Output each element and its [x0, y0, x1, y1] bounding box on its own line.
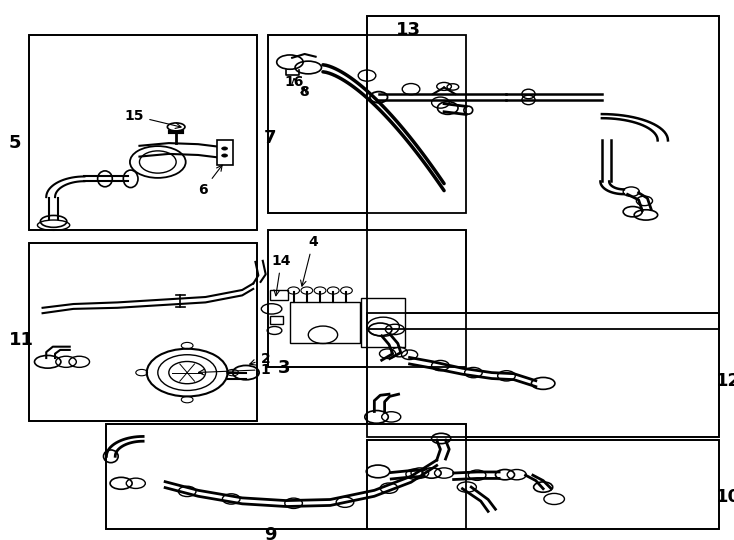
Bar: [270, 316, 283, 324]
Bar: [361, 298, 405, 347]
Ellipse shape: [167, 123, 185, 131]
Bar: [106, 424, 466, 529]
Text: 16: 16: [285, 76, 304, 90]
Bar: [29, 35, 257, 230]
Bar: [268, 230, 466, 367]
Bar: [290, 302, 360, 343]
Bar: [268, 230, 466, 367]
Text: 1: 1: [198, 363, 270, 377]
Bar: [29, 243, 257, 421]
Text: 3: 3: [277, 359, 290, 377]
Bar: [367, 16, 719, 329]
Text: 15: 15: [125, 109, 181, 129]
Text: 4: 4: [301, 235, 318, 286]
Bar: [268, 35, 466, 213]
Bar: [367, 313, 719, 437]
Text: 12: 12: [716, 372, 734, 390]
Text: 9: 9: [264, 525, 277, 540]
Text: 13: 13: [396, 21, 421, 39]
Text: 2: 2: [250, 352, 270, 366]
Bar: [29, 243, 257, 421]
Text: 11: 11: [9, 331, 34, 349]
Text: 7: 7: [264, 129, 277, 147]
Bar: [367, 440, 719, 529]
Text: 14: 14: [272, 254, 291, 296]
Bar: [29, 35, 257, 230]
Ellipse shape: [222, 154, 228, 157]
Text: 6: 6: [198, 165, 222, 198]
Bar: [268, 35, 466, 213]
Bar: [106, 424, 466, 529]
Bar: [367, 440, 719, 529]
Ellipse shape: [147, 349, 228, 396]
Text: 8: 8: [299, 85, 308, 99]
Bar: [367, 313, 719, 437]
Text: 10: 10: [716, 488, 734, 506]
Bar: [367, 16, 719, 329]
Bar: [270, 290, 288, 300]
Text: 5: 5: [9, 134, 21, 152]
Ellipse shape: [222, 147, 228, 150]
Bar: [217, 140, 233, 165]
